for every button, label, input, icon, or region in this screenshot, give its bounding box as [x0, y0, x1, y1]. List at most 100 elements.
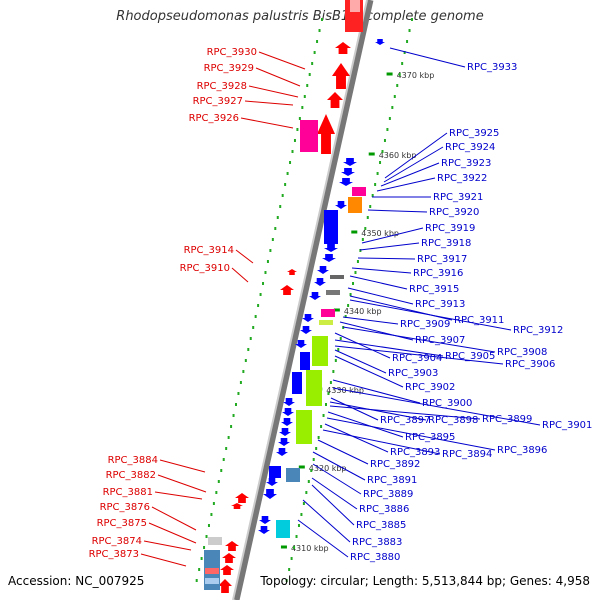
gene-arrow-blue	[317, 266, 329, 274]
label-leader-line	[248, 85, 299, 98]
kbp-tick-label: 4370 kbp	[397, 71, 435, 80]
gene-label-right: RPC_3902	[405, 382, 455, 393]
label-leader-line	[334, 345, 504, 365]
track-dot	[317, 436, 320, 439]
kbp-tick-label: 4340 kbp	[344, 307, 382, 316]
gene-label-right: RPC_3908	[497, 347, 547, 358]
label-leader-line	[311, 477, 358, 510]
gene-arrow-blue	[341, 168, 355, 176]
gene-label-right: RPC_3905	[445, 351, 495, 362]
gene-label-right: RPC_3898	[428, 415, 478, 426]
gene-label-right: RPC_3889	[363, 489, 413, 500]
track-dot	[257, 304, 260, 307]
gene-label-left: RPC_3875	[97, 518, 147, 529]
track-dot	[289, 161, 292, 164]
gene-label-right: RPC_3886	[359, 504, 409, 515]
track-dot	[200, 557, 203, 560]
label-leader-line	[384, 132, 448, 179]
gene-label-right: RPC_3912	[513, 325, 563, 336]
label-leader-line	[297, 519, 349, 558]
track-dot	[379, 161, 382, 164]
track-dot	[359, 249, 362, 252]
map-title: Rhodopseudomonas palustris BisB18, compl…	[116, 9, 484, 24]
label-leader-line	[311, 484, 355, 526]
gene-arrow-blue	[375, 39, 385, 45]
track-dot	[332, 370, 335, 373]
label-leader-line	[312, 463, 362, 495]
track-dot	[286, 172, 289, 175]
track-dot	[312, 458, 315, 461]
track-dot	[320, 425, 323, 428]
gene-label-right: RPC_3925	[449, 128, 499, 139]
label-leader-line	[258, 51, 306, 70]
track-dot	[210, 513, 213, 516]
gene-arrow-blue	[283, 398, 295, 406]
label-leader-line	[324, 423, 389, 453]
gene-label-left: RPC_3927	[193, 96, 243, 107]
track-dot	[364, 227, 367, 230]
gene-feature-lime	[312, 336, 328, 366]
track-dot	[329, 381, 332, 384]
track-dot	[318, 29, 321, 32]
track-dot	[276, 216, 279, 219]
track-dot	[266, 260, 269, 263]
gene-label-left: RPC_3930	[207, 47, 257, 58]
gene-label-right: RPC_3880	[350, 552, 400, 563]
gene-label-left: RPC_3914	[184, 245, 234, 256]
label-leader-line	[359, 242, 420, 251]
track-dot	[281, 194, 284, 197]
gene-label-right: RPC_3899	[482, 414, 532, 425]
gene-feature-lime	[306, 370, 322, 406]
gene-label-left: RPC_3874	[92, 536, 142, 547]
track-dot	[383, 139, 386, 142]
gene-label-right: RPC_3906	[505, 359, 555, 370]
gene-arrow-blue	[258, 526, 270, 534]
track-dot	[300, 513, 303, 516]
gene-label-right: RPC_3916	[413, 268, 463, 279]
track-dot	[225, 447, 228, 450]
track-dot	[247, 348, 250, 351]
gene-feature-pink	[350, 0, 360, 12]
gene-feature-blue	[324, 210, 338, 244]
label-leader-line	[148, 522, 197, 544]
label-leader-line	[349, 275, 408, 290]
track-dot	[396, 84, 399, 87]
gene-label-right: RPC_3900	[422, 398, 472, 409]
gene-label-right: RPC_3909	[400, 319, 450, 330]
track-dot	[205, 535, 208, 538]
gene-arrow-blue	[314, 278, 326, 286]
gene-label-left: RPC_3929	[204, 63, 254, 74]
gene-label-right: RPC_3892	[370, 459, 420, 470]
track-dot	[322, 414, 325, 417]
track-dot	[374, 183, 377, 186]
track-dot	[398, 73, 401, 76]
gene-arrow-blue	[339, 178, 353, 186]
gene-label-right: RPC_3904	[392, 353, 442, 364]
track-dot	[302, 502, 305, 505]
gene-arrow-blue	[335, 201, 347, 209]
gene-arrow-blue	[278, 438, 290, 446]
gene-arrow-red	[335, 42, 351, 54]
label-leader-line	[312, 451, 366, 481]
gene-label-right: RPC_3915	[409, 284, 459, 295]
gene-label-left: RPC_3910	[180, 263, 230, 274]
label-leader-line	[159, 459, 206, 473]
track-dot	[234, 403, 237, 406]
track-dot	[403, 51, 406, 54]
label-leader-line	[151, 506, 197, 531]
track-dot	[310, 469, 313, 472]
track-dot	[249, 337, 252, 340]
track-dot	[308, 73, 311, 76]
gene-arrow-blue	[343, 158, 357, 166]
track-dot	[369, 205, 372, 208]
label-leader-line	[383, 146, 444, 183]
track-dot	[212, 502, 215, 505]
gene-label-right: RPC_3911	[454, 315, 504, 326]
gene-feature-lime	[296, 410, 312, 444]
kbp-tick-label: 4310 kbp	[291, 544, 329, 553]
label-leader-line	[244, 100, 294, 106]
gene-label-right: RPC_3901	[542, 420, 592, 431]
gene-label-left: RPC_3881	[103, 487, 153, 498]
track-dot	[320, 18, 323, 21]
gene-label-right: RPC_3921	[433, 192, 483, 203]
